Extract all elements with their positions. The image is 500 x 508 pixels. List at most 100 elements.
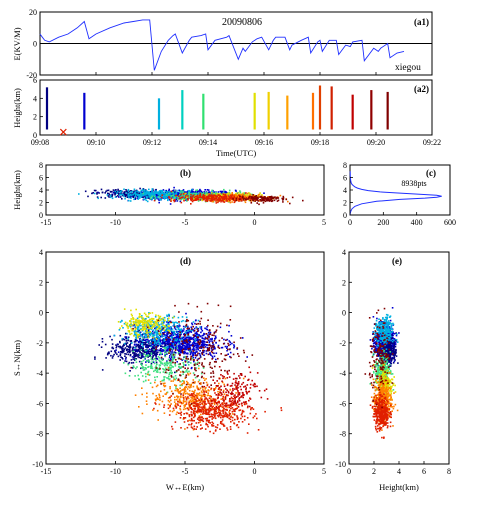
d-ytick-label: -8 — [36, 430, 43, 439]
b-xtick-label: 5 — [322, 218, 326, 227]
a2-ytick-label: 2 — [33, 113, 37, 122]
panel-b-plot — [78, 186, 304, 206]
c-ytick-label: 8 — [343, 161, 347, 170]
c-ytick-label: 6 — [343, 174, 347, 183]
d-xtick-label: -5 — [182, 467, 189, 476]
e-ytick-label: -10 — [335, 460, 346, 469]
a2-ylabel: Height(km) — [12, 88, 22, 128]
d-cluster-4 — [117, 308, 175, 340]
a2-xtick-label: 09:22 — [423, 138, 441, 147]
a1-efield-line — [39, 19, 405, 71]
c-xtick-label: 600 — [444, 218, 456, 227]
a2-xtick-label: 09:10 — [87, 138, 105, 147]
e-ytick-label: 4 — [342, 248, 346, 257]
d-cluster-6 — [153, 380, 283, 438]
d-xtick-label: 0 — [253, 467, 257, 476]
a2-marker — [59, 128, 67, 136]
panel-e-frame — [348, 251, 450, 465]
c-xtick-label: 200 — [377, 218, 389, 227]
c-ytick-label: 2 — [343, 199, 347, 208]
b-ytick-label: 2 — [39, 199, 43, 208]
panel-d-plot — [94, 302, 283, 438]
d-ytick-label: -6 — [36, 399, 43, 408]
e-ytick-label: 0 — [342, 309, 346, 318]
d-ytick-label: -2 — [36, 339, 43, 348]
e-ytick-label: -8 — [339, 430, 346, 439]
panel-c-plot — [349, 171, 442, 216]
c-height-distribution — [349, 171, 442, 216]
panel-a1-plot — [39, 19, 432, 71]
b-xtick-label: 0 — [253, 218, 257, 227]
e-xtick-label: 6 — [422, 467, 426, 476]
b-xtick-label: -5 — [182, 218, 189, 227]
d-cluster-5 — [134, 366, 245, 431]
d-ytick-label: -10 — [32, 460, 43, 469]
b-xtick-label: -10 — [110, 218, 121, 227]
a2-xtick-label: 09:16 — [255, 138, 273, 147]
d-cluster-1 — [94, 329, 202, 374]
d-xlabel: W↔E(km) — [166, 482, 204, 492]
panel-c-label: (c) — [426, 168, 436, 178]
b-ytick-label: 6 — [39, 174, 43, 183]
a2-xtick-label: 09:08 — [31, 138, 49, 147]
c-ytick-label: 4 — [343, 186, 347, 195]
e-ytick-label: -4 — [339, 369, 346, 378]
panel-d-label: (d) — [180, 256, 191, 266]
b-ytick-label: 4 — [39, 186, 43, 195]
a1-ytick-label: -20 — [26, 71, 37, 80]
e-cluster-2 — [372, 313, 399, 351]
b-ylabel: Height(km) — [12, 170, 22, 210]
a2-xtick-label: 09:12 — [143, 138, 161, 147]
e-cluster-6 — [369, 391, 392, 439]
date-label: 20090806 — [222, 17, 262, 28]
a2-ytick-label: 4 — [33, 94, 37, 103]
d-cluster-7 — [130, 302, 254, 405]
panel-a2-label: (a2) — [414, 84, 429, 94]
panel-d-frame — [45, 251, 325, 465]
a1-ylabel: E(KV/M) — [12, 27, 22, 60]
e-xtick-label: 0 — [347, 467, 351, 476]
panel-e-label: (e) — [392, 256, 402, 266]
d-xtick-label: -15 — [41, 467, 52, 476]
c-ytick-label: 0 — [343, 211, 347, 220]
d-xtick-label: 5 — [322, 467, 326, 476]
a2-ytick-label: 6 — [33, 76, 37, 85]
a1-ytick-label: 20 — [29, 8, 37, 17]
e-ytick-label: -2 — [339, 339, 346, 348]
e-ytick-label: -6 — [339, 399, 346, 408]
d-cluster-2 — [113, 312, 201, 352]
d-cluster-8 — [198, 366, 269, 415]
panel-b-label: (b) — [180, 168, 191, 178]
a2-ytick-label: 0 — [33, 131, 37, 140]
panel-c-annotation: 8938pts — [401, 179, 426, 188]
d-ytick-label: 2 — [39, 278, 43, 287]
e-cluster-7 — [364, 307, 394, 409]
a2-xtick-label: 09:14 — [199, 138, 217, 147]
c-xtick-label: 0 — [348, 218, 352, 227]
b-cluster-7 — [232, 194, 304, 206]
d-ytick-label: 4 — [39, 248, 43, 257]
d-ytick-label: 0 — [39, 309, 43, 318]
b-xtick-label: -15 — [41, 218, 52, 227]
d-xtick-label: -10 — [110, 467, 121, 476]
e-ytick-label: 2 — [342, 278, 346, 287]
d-ylabel: S↔N(km) — [12, 340, 22, 376]
station-label: xiegou — [395, 63, 421, 73]
a2-xtick-label: 09:20 — [367, 138, 385, 147]
e-xlabel: Height(km) — [379, 482, 419, 492]
panel-a1-label: (a1) — [414, 17, 429, 27]
panel-e-plot — [364, 307, 400, 439]
a2-xtick-label: 09:18 — [311, 138, 329, 147]
e-xtick-label: 2 — [372, 467, 376, 476]
panel-a2-frame — [39, 79, 433, 136]
b-cluster-6 — [153, 190, 273, 205]
b-ytick-label: 8 — [39, 161, 43, 170]
e-xtick-label: 4 — [397, 467, 401, 476]
c-xtick-label: 400 — [411, 218, 423, 227]
d-ytick-label: -4 — [36, 369, 43, 378]
b-ytick-label: 0 — [39, 211, 43, 220]
panel-a2-plot — [45, 85, 389, 136]
